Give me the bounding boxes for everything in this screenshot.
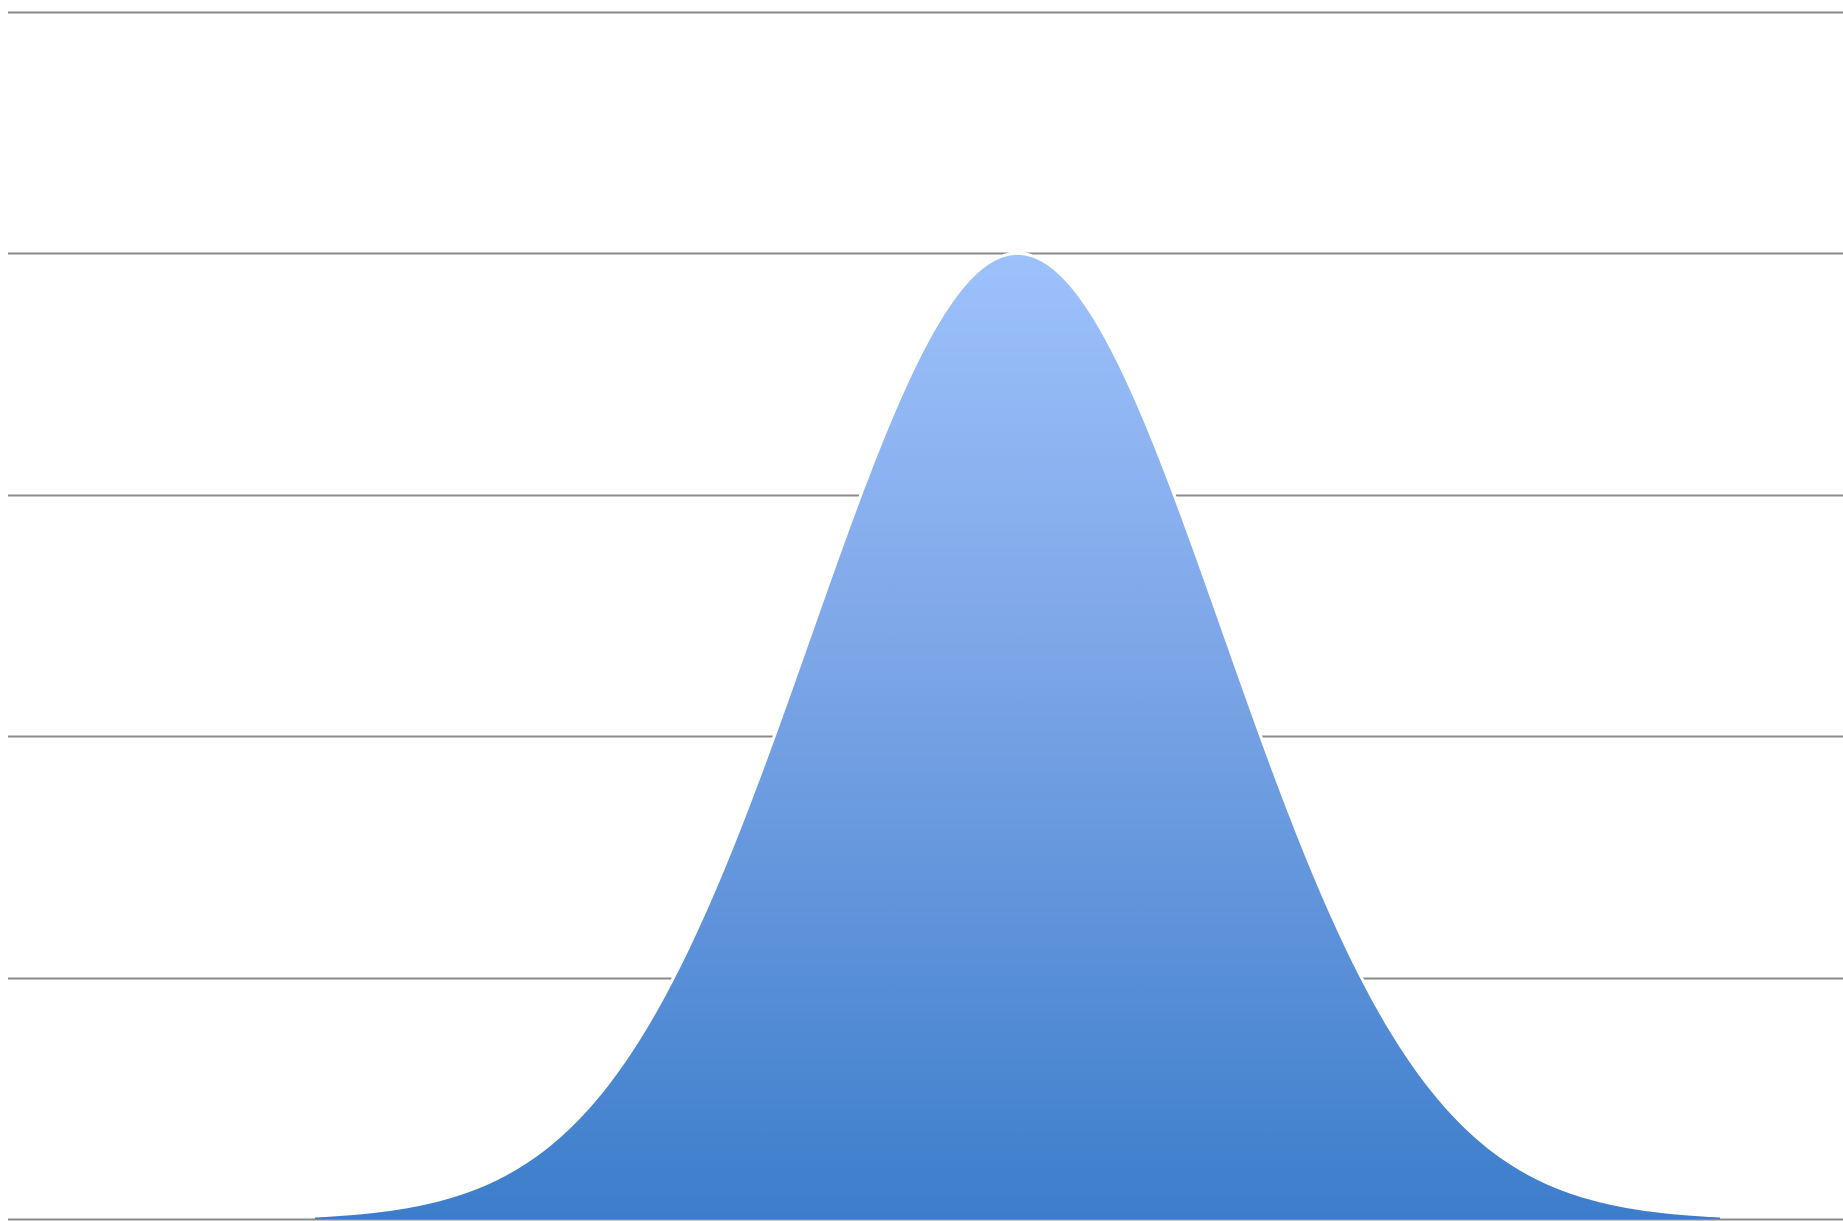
distribution-area [315, 253, 1720, 1219]
distribution-curve-edge [314, 251, 1721, 1218]
plot-area [314, 251, 1721, 1219]
